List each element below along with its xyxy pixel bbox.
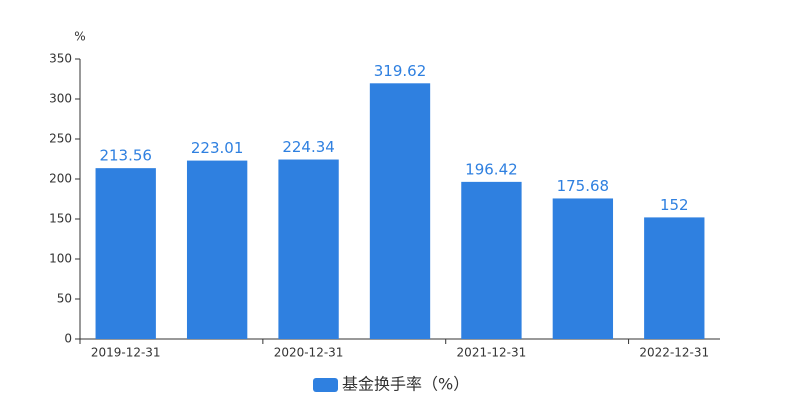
legend-label: 基金换手率（%） bbox=[342, 375, 469, 394]
bar bbox=[95, 168, 156, 339]
y-tick-label: 200 bbox=[49, 172, 72, 186]
y-tick-label: 50 bbox=[57, 292, 72, 306]
bar bbox=[461, 181, 522, 339]
x-tick-label: 2020-12-31 bbox=[274, 346, 344, 360]
y-tick-label: 250 bbox=[49, 132, 72, 146]
bar bbox=[278, 159, 339, 339]
x-tick-label: 2022-12-31 bbox=[639, 346, 709, 360]
y-tick-label: 350 bbox=[49, 52, 72, 66]
y-tick-label: 100 bbox=[49, 252, 72, 266]
bar bbox=[644, 217, 705, 339]
legend-swatch bbox=[313, 378, 338, 392]
value-label: 224.34 bbox=[282, 138, 335, 156]
x-tick-label: 2019-12-31 bbox=[91, 346, 161, 360]
value-label: 175.68 bbox=[557, 177, 610, 195]
bar bbox=[552, 198, 614, 339]
value-label: 213.56 bbox=[99, 147, 152, 165]
x-tick-label: 2021-12-31 bbox=[457, 346, 527, 360]
value-label: 152 bbox=[660, 196, 689, 214]
y-tick-label: 0 bbox=[64, 332, 72, 346]
value-label: 223.01 bbox=[191, 139, 244, 157]
value-label: 196.42 bbox=[465, 160, 518, 178]
y-tick-label: 150 bbox=[49, 212, 72, 226]
bar bbox=[186, 160, 248, 339]
value-label: 319.62 bbox=[374, 62, 427, 80]
bar bbox=[369, 83, 431, 339]
y-axis-label: % bbox=[74, 30, 85, 44]
y-tick-label: 300 bbox=[49, 92, 72, 106]
